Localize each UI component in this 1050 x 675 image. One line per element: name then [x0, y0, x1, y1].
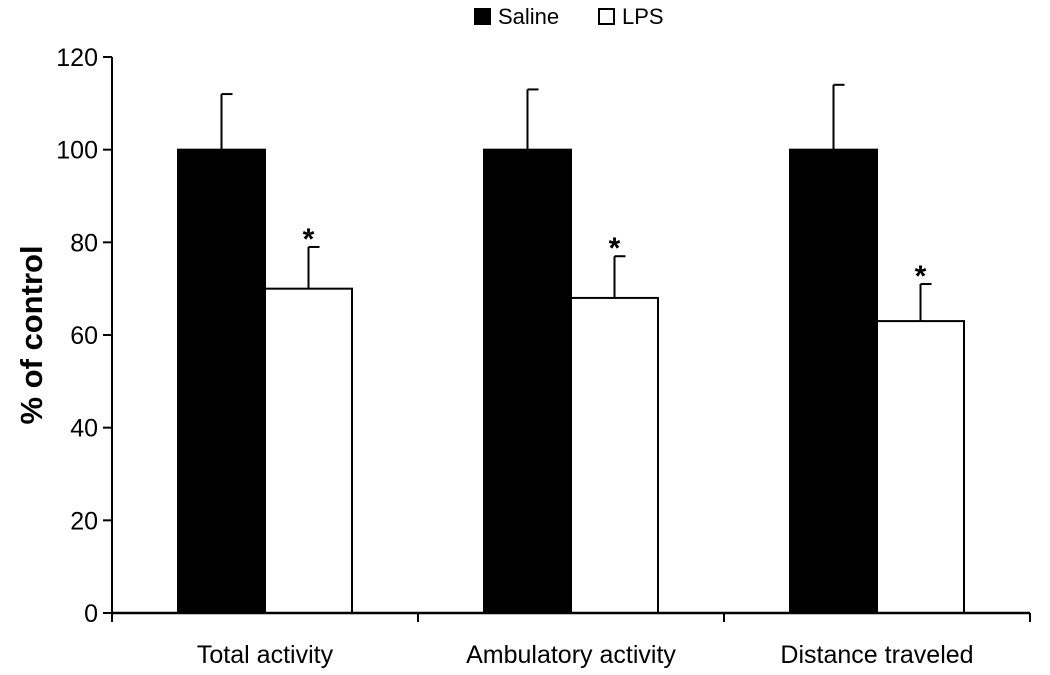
bar-saline: [789, 148, 878, 615]
y-tick-label: 40: [70, 415, 98, 443]
significance-marker: *: [915, 260, 927, 293]
significance-marker: *: [303, 223, 315, 256]
legend-label-lps: LPS: [622, 4, 664, 29]
bar-saline: [483, 148, 572, 615]
y-tick-label: 80: [70, 229, 98, 257]
bar-lps: [876, 320, 965, 614]
y-tick-label: 0: [84, 600, 98, 628]
y-tick-label: 120: [56, 44, 98, 72]
significance-marker: *: [609, 232, 621, 265]
x-category-label: Total activity: [197, 641, 334, 669]
y-axis: 0 20 40 60 80 100 120: [56, 44, 113, 628]
y-axis-title: % of control: [14, 245, 49, 424]
bars: * * *: [177, 83, 965, 615]
bar-saline: [177, 148, 266, 615]
bar-lps: [264, 287, 353, 614]
legend-swatch-saline: [474, 8, 491, 25]
legend-swatch-lps: [598, 8, 615, 25]
y-tick-label: 60: [70, 322, 98, 350]
x-axis: Total activity Ambulatory activity Distanc…: [111, 611, 1031, 669]
x-category-label: Ambulatory activity: [466, 641, 676, 669]
y-tick-label: 100: [56, 137, 98, 165]
x-category-label: Distance traveled: [780, 641, 973, 669]
y-tick-label: 20: [70, 507, 98, 535]
legend: Saline LPS: [474, 4, 664, 29]
legend-label-saline: Saline: [498, 4, 559, 29]
bar-lps: [570, 296, 659, 614]
